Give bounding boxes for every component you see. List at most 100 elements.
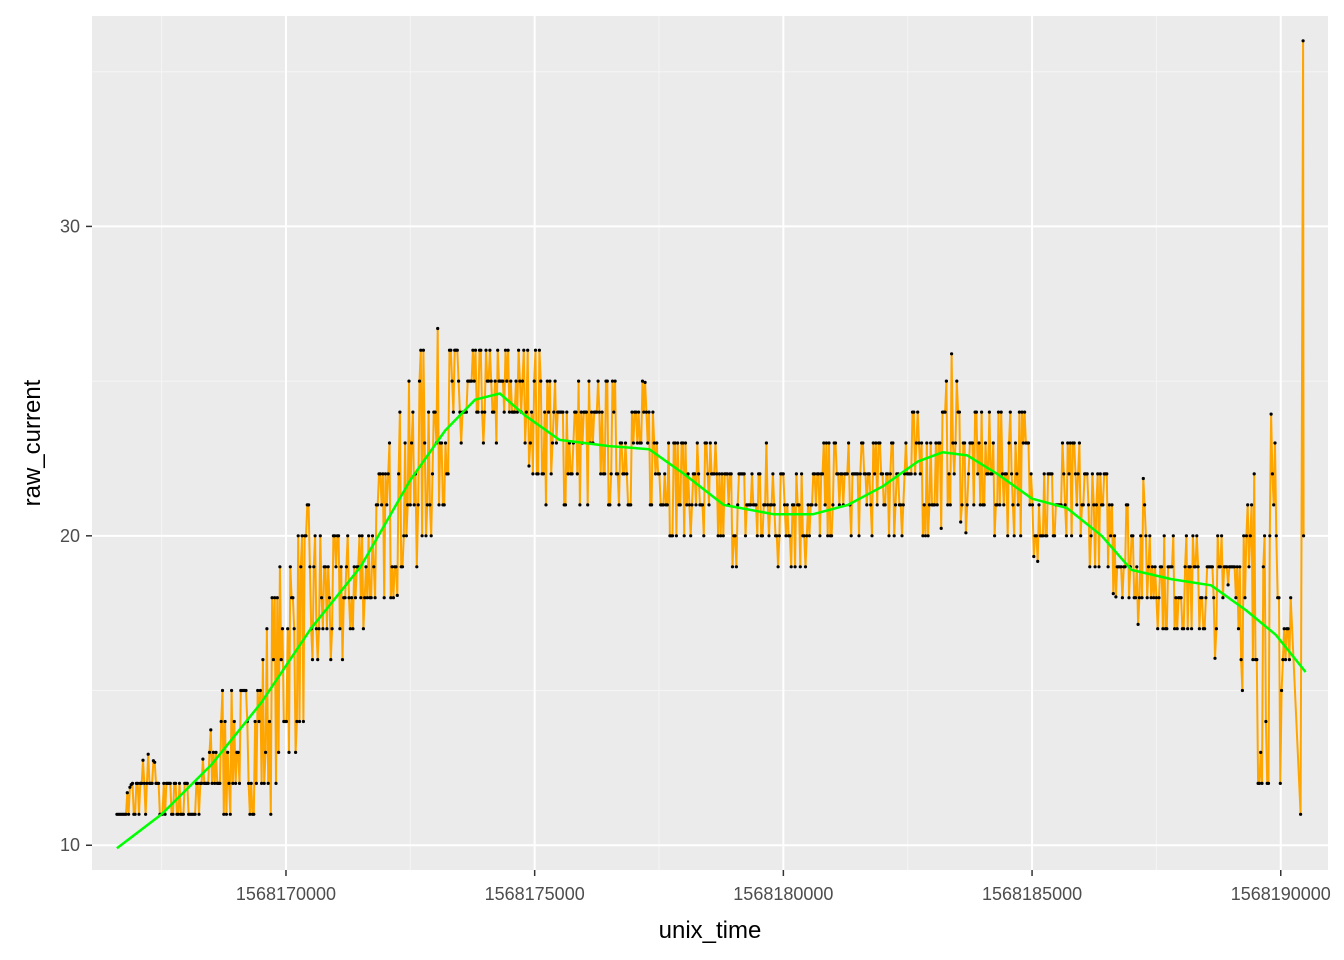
raw-current-point <box>929 441 933 445</box>
raw-current-point <box>1263 534 1267 538</box>
raw-current-point <box>1081 503 1085 507</box>
raw-current-point <box>501 379 505 383</box>
raw-current-point <box>736 503 740 507</box>
raw-current-point <box>427 410 431 414</box>
raw-current-point <box>394 565 398 569</box>
raw-current-point <box>404 534 408 538</box>
raw-current-point <box>1157 596 1161 600</box>
raw-current-point <box>676 441 680 445</box>
raw-current-point <box>570 472 574 476</box>
raw-current-point <box>503 348 508 352</box>
raw-current-point <box>297 719 302 724</box>
raw-current-point <box>1042 472 1046 476</box>
raw-current-point <box>663 472 667 476</box>
raw-current-point <box>772 503 776 507</box>
raw-current-point <box>218 781 222 786</box>
raw-current-point <box>771 472 775 476</box>
raw-current-point <box>545 379 549 383</box>
raw-current-point <box>595 410 599 414</box>
raw-current-point <box>265 627 269 631</box>
raw-current-point <box>220 688 225 693</box>
raw-current-point <box>922 503 926 507</box>
raw-current-point <box>960 503 964 507</box>
raw-current-point <box>721 534 725 538</box>
raw-current-point <box>712 472 716 476</box>
raw-current-point <box>1067 472 1071 476</box>
raw-current-point <box>340 658 345 662</box>
raw-current-point <box>425 503 429 507</box>
raw-current-point <box>295 719 299 724</box>
raw-current-point <box>1280 688 1284 693</box>
raw-current-point <box>1109 534 1113 538</box>
raw-current-point <box>917 441 921 445</box>
raw-current-point <box>280 627 285 631</box>
raw-current-point <box>667 441 671 445</box>
raw-current-point <box>1143 503 1147 507</box>
raw-current-point <box>258 688 262 693</box>
raw-current-point <box>1269 412 1273 416</box>
x-tick-label: 1568180000 <box>733 884 833 904</box>
raw-current-point <box>127 812 131 816</box>
raw-current-point <box>150 781 154 786</box>
raw-current-point <box>781 472 785 476</box>
raw-current-point <box>637 410 641 414</box>
raw-current-point <box>1255 658 1259 662</box>
raw-current-point <box>476 410 480 414</box>
raw-current-point <box>720 472 724 476</box>
raw-current-point <box>690 503 694 507</box>
raw-current-point <box>643 380 647 384</box>
raw-current-point <box>294 750 298 755</box>
raw-current-point <box>176 812 180 816</box>
raw-current-point <box>357 534 362 538</box>
raw-current-point <box>271 658 275 662</box>
raw-current-point <box>145 781 149 786</box>
raw-current-point <box>207 750 212 755</box>
raw-current-point <box>713 441 718 445</box>
raw-current-point <box>831 503 835 507</box>
raw-current-point <box>617 503 621 507</box>
raw-current-point <box>314 627 318 631</box>
raw-current-point <box>428 503 432 507</box>
raw-current-point <box>639 441 643 445</box>
raw-current-point <box>386 472 390 476</box>
raw-current-point <box>291 596 295 600</box>
raw-current-point <box>321 627 325 631</box>
raw-current-point <box>647 410 651 414</box>
raw-current-point <box>687 503 692 507</box>
raw-current-point <box>376 503 380 507</box>
raw-current-point <box>1259 750 1263 755</box>
raw-current-point <box>421 348 425 352</box>
raw-current-point <box>506 348 510 352</box>
raw-current-point <box>547 410 551 414</box>
raw-current-point <box>976 472 980 476</box>
raw-current-point <box>361 627 365 631</box>
raw-current-point <box>327 596 332 600</box>
raw-current-point <box>277 750 281 755</box>
raw-current-point <box>1216 534 1220 538</box>
raw-current-point <box>382 596 386 600</box>
raw-current-point <box>174 781 178 786</box>
raw-current-point <box>670 534 675 538</box>
raw-current-point <box>947 472 951 476</box>
raw-current-point <box>505 379 509 383</box>
raw-current-point <box>972 503 976 507</box>
raw-current-point <box>541 472 546 476</box>
raw-current-point <box>1161 627 1165 631</box>
raw-current-point <box>1302 534 1306 538</box>
raw-current-point <box>1242 534 1246 538</box>
raw-current-point <box>1139 534 1143 538</box>
raw-current-point <box>1287 658 1291 662</box>
raw-current-point <box>1152 596 1156 600</box>
raw-current-point <box>483 410 487 414</box>
raw-current-point <box>343 596 347 600</box>
raw-current-point <box>133 812 137 816</box>
y-tick-label: 10 <box>60 835 80 855</box>
raw-current-point <box>479 348 483 352</box>
raw-current-point <box>948 503 952 507</box>
raw-current-point <box>789 565 793 569</box>
raw-current-point <box>1106 565 1110 569</box>
raw-current-point <box>706 472 710 476</box>
raw-current-point <box>875 503 879 507</box>
raw-current-point <box>496 348 500 352</box>
